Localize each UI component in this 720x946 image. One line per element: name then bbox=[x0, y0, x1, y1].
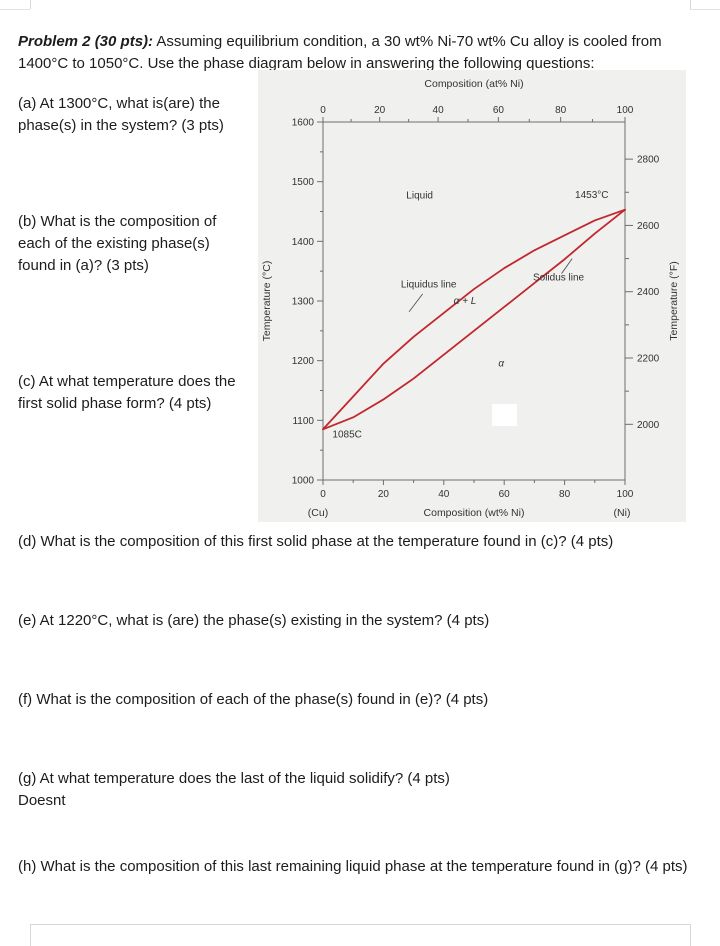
svg-text:20: 20 bbox=[378, 489, 390, 500]
svg-text:1100: 1100 bbox=[292, 416, 314, 427]
svg-text:(Ni): (Ni) bbox=[614, 507, 631, 519]
svg-text:1085C: 1085C bbox=[332, 430, 361, 441]
svg-text:1300: 1300 bbox=[292, 297, 315, 308]
svg-text:2200: 2200 bbox=[637, 354, 660, 365]
page-edge bbox=[30, 924, 691, 925]
svg-text:1453°C: 1453°C bbox=[575, 190, 608, 201]
question-d: (d) What is the composition of this firs… bbox=[18, 533, 614, 550]
question-b: (b) What is the composition of each of t… bbox=[18, 213, 217, 274]
question-a: (a) At 1300°C, what is(are) the phase(s)… bbox=[18, 95, 224, 134]
svg-text:2400: 2400 bbox=[637, 287, 660, 298]
page-edge bbox=[30, 0, 31, 9]
problem-intro-line2: 1400°C to 1050°C. Use the phase diagram … bbox=[18, 55, 595, 72]
problem-intro-line1: Assuming equilibrium condition, a 30 wt%… bbox=[153, 33, 662, 50]
page-edge bbox=[690, 924, 691, 946]
svg-text:100: 100 bbox=[617, 105, 634, 116]
svg-text:Solidus line: Solidus line bbox=[533, 273, 585, 284]
phase-diagram-figure: 0 20 40 60 80 100 0 20 40 60 80 100 1000 1100 1200 1300… bbox=[258, 70, 686, 522]
svg-text:Composition (at% Ni): Composition (at% Ni) bbox=[424, 78, 523, 90]
phase-diagram-svg: 0 20 40 60 80 1000 20 40 60 80 1001000110012001300… bbox=[261, 78, 680, 519]
svg-text:Temperature (°C): Temperature (°C) bbox=[261, 261, 273, 342]
question-g-text: (g) At what temperature does the last of… bbox=[18, 770, 450, 787]
svg-text:Temperature (°F): Temperature (°F) bbox=[668, 261, 680, 340]
page-edge bbox=[0, 9, 30, 10]
svg-text:60: 60 bbox=[493, 105, 505, 116]
question-g-answer: Doesnt bbox=[18, 792, 66, 809]
svg-text:1200: 1200 bbox=[292, 356, 315, 367]
svg-text:(Cu): (Cu) bbox=[308, 507, 328, 519]
problem-statement: Problem 2 (30 pts): Assuming equilibrium… bbox=[18, 31, 720, 75]
svg-text:α + L: α + L bbox=[454, 296, 477, 307]
svg-text:80: 80 bbox=[555, 105, 567, 116]
svg-text:20: 20 bbox=[374, 105, 386, 116]
whiteout-patch bbox=[492, 404, 517, 426]
svg-text:80: 80 bbox=[559, 489, 571, 500]
svg-text:Composition (wt% Ni): Composition (wt% Ni) bbox=[424, 507, 525, 519]
page-edge bbox=[690, 9, 720, 10]
svg-text:2600: 2600 bbox=[637, 221, 660, 232]
svg-text:0: 0 bbox=[320, 489, 326, 500]
problem-label: Problem 2 (30 pts): bbox=[18, 33, 154, 50]
svg-text:1000: 1000 bbox=[292, 476, 315, 487]
svg-text:1500: 1500 bbox=[292, 177, 315, 188]
svg-text:Liquid: Liquid bbox=[406, 190, 433, 201]
question-h: (h) What is the composition of this last… bbox=[18, 858, 688, 875]
svg-text:1600: 1600 bbox=[292, 118, 315, 129]
svg-text:60: 60 bbox=[499, 489, 511, 500]
svg-text:Liquidus line: Liquidus line bbox=[401, 279, 457, 290]
svg-text:40: 40 bbox=[438, 489, 450, 500]
question-e: (e) At 1220°C, what is (are) the phase(s… bbox=[18, 612, 490, 629]
question-g: (g) At what temperature does the last of… bbox=[18, 768, 450, 812]
page-edge bbox=[690, 0, 691, 9]
svg-text:40: 40 bbox=[433, 105, 445, 116]
question-c: (c) At what temperature does the first s… bbox=[18, 373, 236, 412]
question-f: (f) What is the composition of each of t… bbox=[18, 691, 489, 708]
svg-text:0: 0 bbox=[320, 105, 326, 116]
svg-text:α: α bbox=[498, 359, 504, 370]
svg-text:100: 100 bbox=[617, 489, 634, 500]
svg-text:2800: 2800 bbox=[637, 155, 660, 166]
svg-text:1400: 1400 bbox=[292, 237, 315, 248]
svg-text:2000: 2000 bbox=[637, 420, 660, 431]
page-edge bbox=[30, 924, 31, 946]
